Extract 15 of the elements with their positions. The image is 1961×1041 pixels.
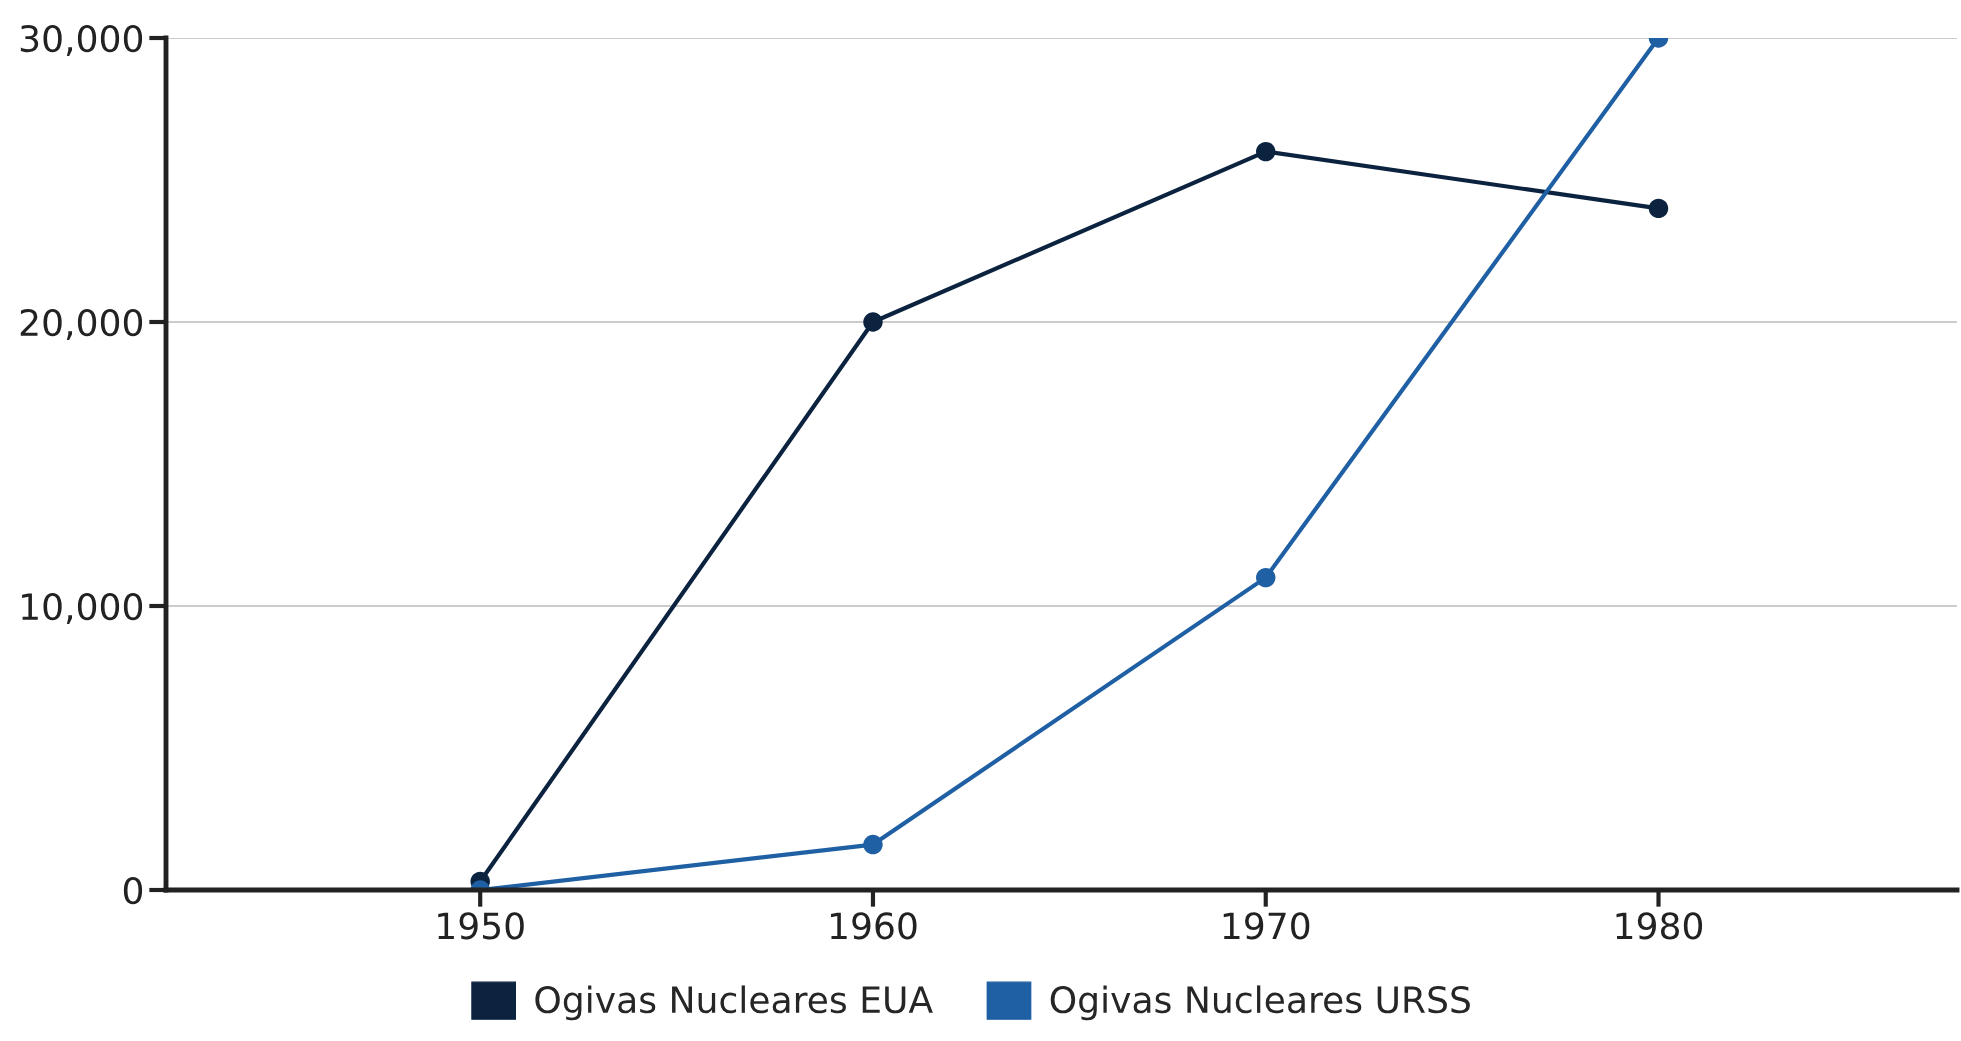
x-tick-label: 1950 <box>438 912 524 940</box>
x-tick-label: 1980 <box>1616 912 1703 940</box>
legend-label: Ogivas Nucleares URSS <box>1050 985 1470 1021</box>
point <box>1256 567 1276 588</box>
y-tick-label: 30,000 <box>20 24 143 56</box>
point <box>863 834 883 855</box>
point <box>1648 198 1669 219</box>
y-tick-label: 20,000 <box>20 308 143 340</box>
x-tick-label: 1970 <box>1223 912 1310 940</box>
y-tick-label: 10,000 <box>22 592 143 624</box>
point <box>863 312 883 332</box>
point <box>1256 141 1276 162</box>
legend-label: Ogivas Nucleares EUA <box>535 985 933 1021</box>
x-tick-label: 1960 <box>830 912 917 940</box>
y-tick-label: 0 <box>123 876 143 905</box>
